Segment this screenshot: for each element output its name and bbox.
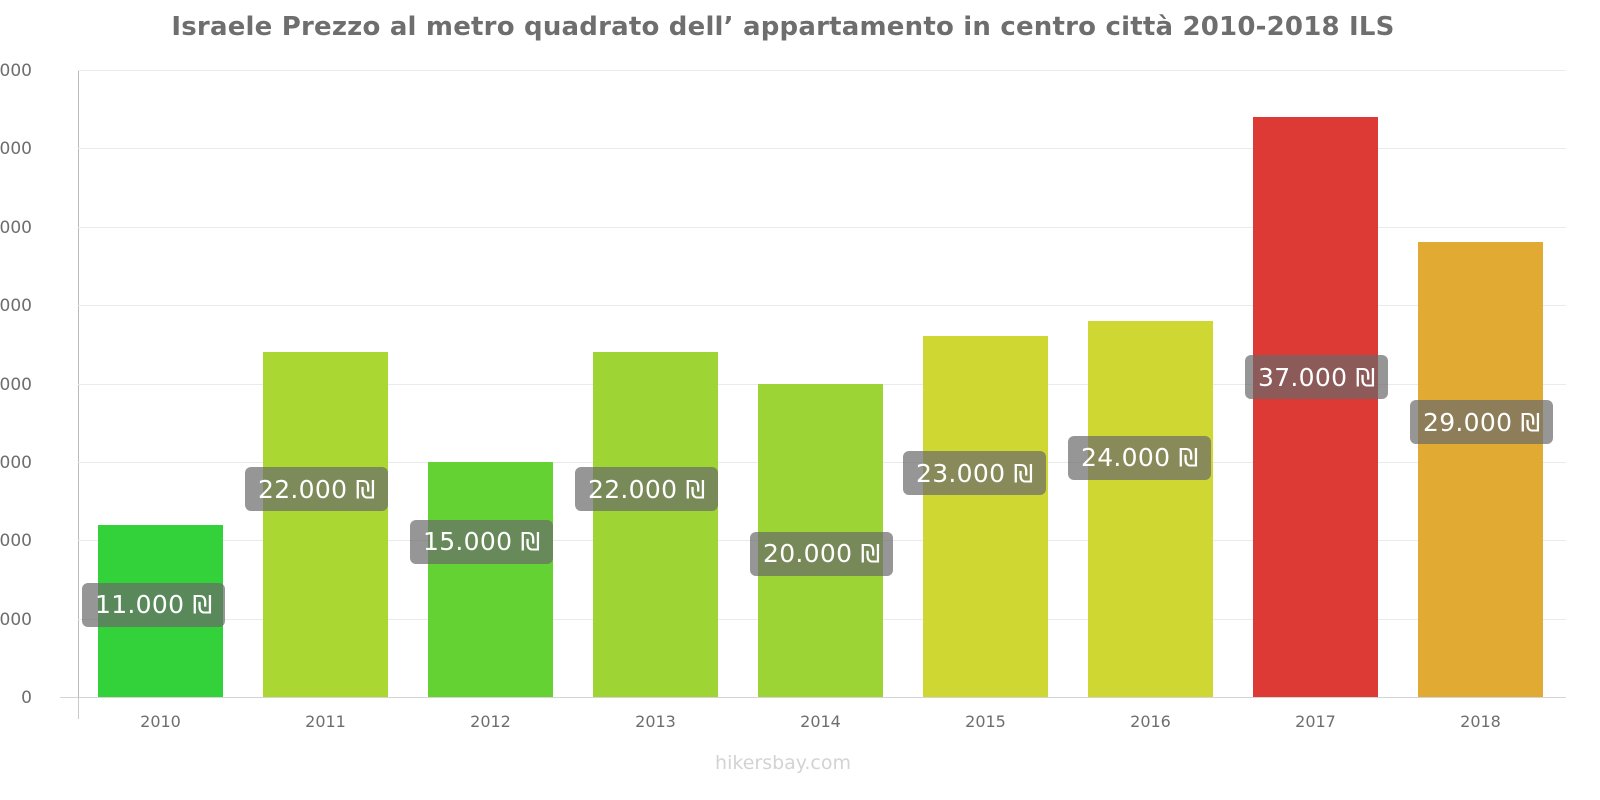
gridline: [78, 70, 1566, 71]
bar[interactable]: [923, 336, 1048, 697]
bar-value-label: 23.000 ₪: [903, 451, 1047, 496]
x-axis-tick-label: 2013: [635, 712, 676, 731]
footer-credit: hikersbay.com: [715, 752, 851, 774]
bar-value-label: 24.000 ₪: [1068, 435, 1212, 480]
bar-value-label: 37.000 ₪: [1245, 355, 1389, 400]
x-axis-tick-label: 2011: [305, 712, 346, 731]
bar-value-label: 15.000 ₪: [410, 519, 554, 564]
y-axis-tick-label: 5000: [0, 609, 32, 630]
x-axis-line: [60, 697, 1566, 698]
y-axis-tick-label: 20000: [0, 374, 32, 395]
plot-area: 0 5000 10000 15000 20000 25000 30000 35000 40000…: [0, 61, 1566, 708]
y-axis-tick-label: 0: [21, 688, 32, 708]
x-axis-tick-label: 2010: [140, 712, 181, 731]
bar[interactable]: [1088, 320, 1213, 697]
bar[interactable]: [428, 461, 553, 697]
x-axis-tick-label: 2016: [1130, 712, 1171, 731]
page-title: Israele Prezzo al metro quadrato dell’ a…: [171, 12, 1395, 42]
y-axis-tick-label: 40000: [0, 61, 32, 81]
y-axis-tick-label: 10000: [0, 531, 32, 552]
gridline: [78, 305, 1566, 307]
bar-value-label: 29.000 ₪: [1410, 400, 1554, 445]
bar[interactable]: [263, 352, 388, 697]
bar[interactable]: [593, 352, 718, 697]
bar-value-label: 20.000 ₪: [750, 531, 894, 576]
y-axis-tick-label: 35000: [0, 139, 32, 160]
bar-value-label: 11.000 ₪: [82, 582, 226, 627]
x-axis-tick-label: 2018: [1460, 712, 1501, 731]
bar-value-label: 22.000 ₪: [245, 467, 389, 512]
bar[interactable]: [1418, 242, 1543, 697]
gridline: [78, 226, 1566, 228]
x-axis-tick-label: 2014: [800, 712, 841, 731]
x-axis-tick-label: 2015: [965, 712, 1006, 731]
gridline: [78, 148, 1566, 150]
x-axis-tick-label: 2012: [470, 712, 511, 731]
y-axis-tick-label: 15000: [0, 452, 32, 473]
x-axis-tick-label: 2017: [1295, 712, 1336, 731]
y-axis-tick-label: 25000: [0, 296, 32, 317]
y-axis-tick-label: 30000: [0, 217, 32, 238]
bar-value-label: 22.000 ₪: [575, 467, 719, 512]
bar[interactable]: [1253, 117, 1378, 697]
y-axis-tick-stub: [78, 697, 79, 719]
